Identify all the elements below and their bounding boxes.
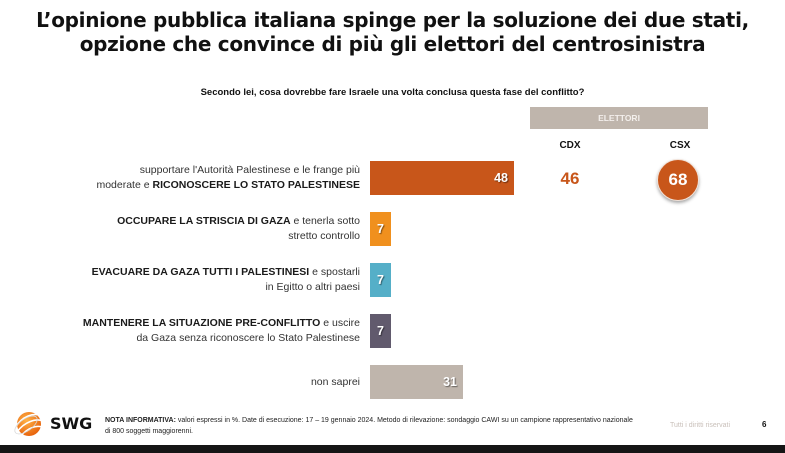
bar-value-label: 7 — [377, 273, 384, 287]
footnote: NOTA INFORMATIVA: valori espressi in %. … — [105, 415, 635, 437]
title-line-1: L’opinione pubblica italiana spinge per … — [36, 8, 749, 32]
page-number: 6 — [762, 420, 767, 429]
cdx-value: 46 — [560, 169, 580, 188]
bar-value-label: 31 — [443, 375, 457, 389]
label-text: da Gaza senza riconoscere lo Stato Pales… — [136, 332, 360, 344]
rights-notice: Tutti i diritti riservati — [670, 422, 731, 429]
bar: 7 — [370, 212, 391, 246]
category-label: non saprei — [30, 375, 360, 390]
bar-value-label: 48 — [494, 171, 508, 185]
label-text: e uscire — [320, 317, 360, 329]
note-label: NOTA INFORMATIVA: — [105, 417, 176, 424]
bar-value-label: 7 — [377, 324, 384, 338]
label-emphasis: MANTENERE LA SITUAZIONE PRE-CONFLITTO — [82, 317, 321, 329]
category-label: OCCUPARE LA STRISCIA DI GAZA e tenerla s… — [30, 214, 360, 244]
label-text: stretto controllo — [288, 230, 360, 242]
bar: 31 — [370, 365, 463, 399]
electors-header: ELETTORI — [530, 107, 708, 129]
survey-question: Secondo lei, cosa dovrebbe fare Israele … — [200, 87, 585, 98]
label-text: non saprei — [310, 376, 360, 388]
csx-value-highlight: 68 — [657, 159, 699, 201]
column-header-cdx: CDX — [559, 140, 581, 151]
bar-value-label: 7 — [377, 222, 384, 236]
bar: 48 — [370, 161, 514, 195]
slide-title: L’opinione pubblica italiana spinge per … — [0, 8, 785, 56]
bar: 7 — [370, 314, 391, 348]
title-line-2: opzione che convince di più gli elettori… — [79, 32, 706, 56]
brand-name: SWG — [50, 414, 93, 433]
label-emphasis: RICONOSCERE LO STATO PALESTINESE — [152, 179, 361, 191]
bar: 7 — [370, 263, 391, 297]
column-header-csx: CSX — [669, 140, 691, 151]
category-label: EVACUARE DA GAZA TUTTI I PALESTINESI e s… — [30, 265, 360, 295]
label-text: in Egitto o altri paesi — [265, 281, 360, 293]
category-label: supportare l'Autorità Palestinese e le f… — [30, 163, 360, 193]
category-label: MANTENERE LA SITUAZIONE PRE-CONFLITTO e … — [30, 316, 360, 346]
label-text: e spostarli — [309, 266, 360, 278]
note-text: valori espressi in %. Date di esecuzione… — [105, 417, 633, 435]
swg-logo-icon — [14, 412, 44, 437]
label-emphasis: EVACUARE DA GAZA TUTTI I PALESTINESI — [91, 266, 310, 278]
label-emphasis: OCCUPARE LA STRISCIA DI GAZA — [117, 215, 291, 227]
bottom-bar — [0, 445, 785, 453]
label-text: e tenerla sotto — [290, 215, 360, 227]
label-text: supportare l'Autorità Palestinese e le f… — [139, 164, 360, 176]
label-text: moderate e — [96, 179, 153, 191]
